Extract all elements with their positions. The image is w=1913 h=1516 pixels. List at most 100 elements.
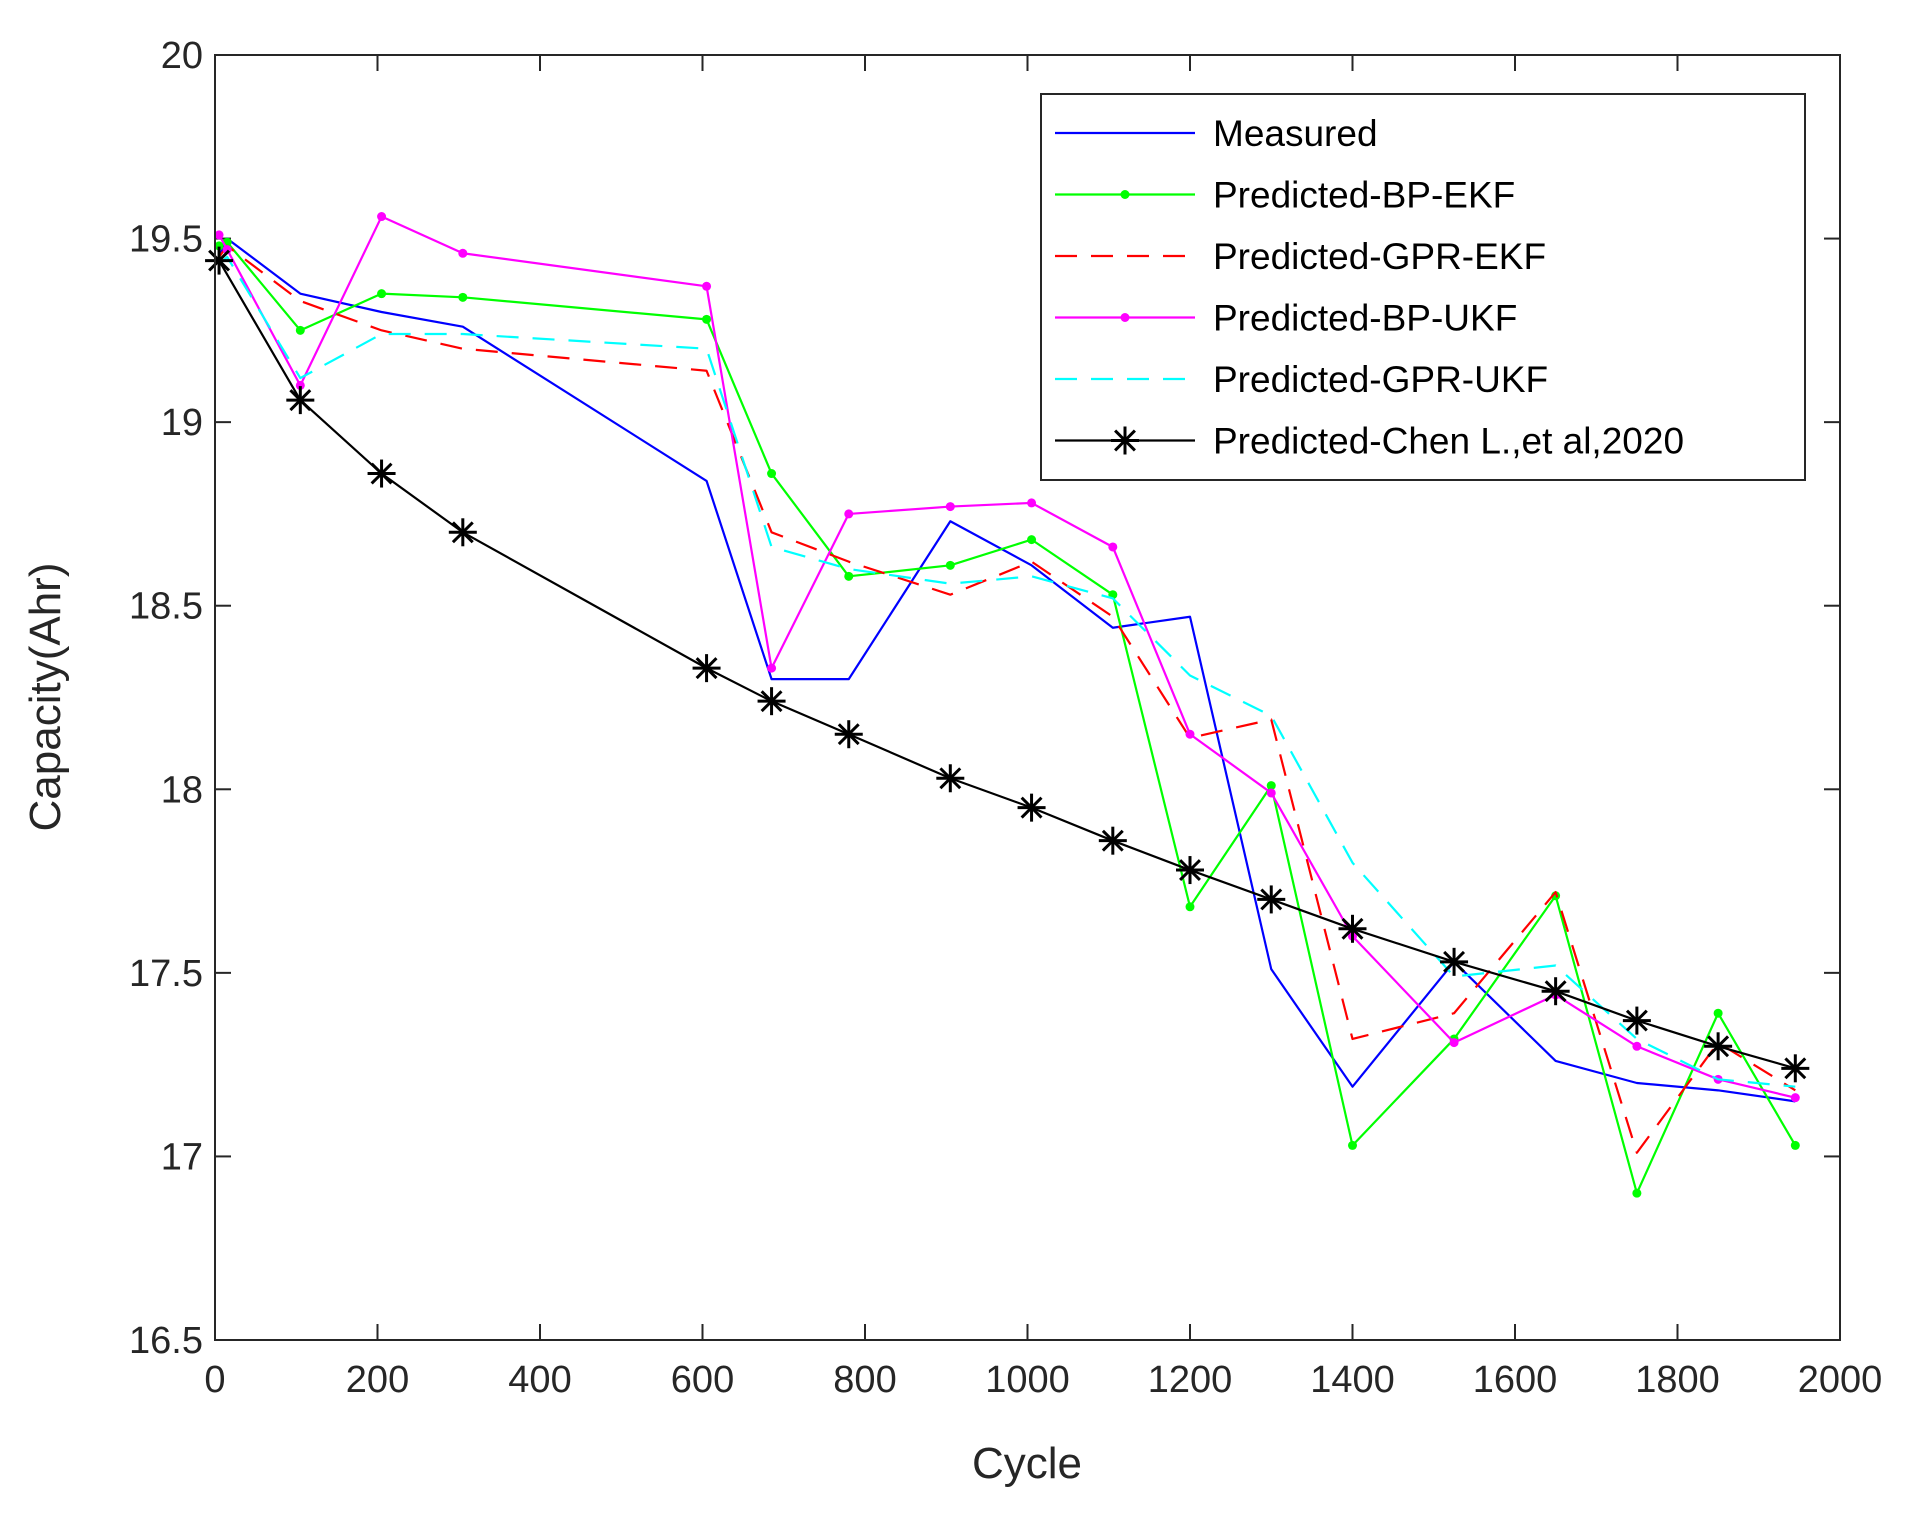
series-6-point	[367, 459, 396, 488]
star-stroke	[1260, 888, 1283, 911]
series-6-point	[1017, 793, 1046, 822]
star-stroke	[695, 657, 718, 680]
y-tick-label: 20	[161, 35, 203, 77]
series-4-point	[1027, 498, 1037, 508]
star-stroke	[1544, 980, 1567, 1003]
x-tick-label: 200	[346, 1359, 409, 1401]
star-stroke	[939, 767, 962, 790]
series-3-group	[218, 244, 1796, 1154]
star-stroke	[1707, 1035, 1730, 1058]
series-6-point	[1622, 1006, 1651, 1035]
series-6-line	[218, 260, 1796, 1070]
x-tick-label: 1000	[985, 1359, 1070, 1401]
series-6-point	[1781, 1054, 1810, 1083]
series-6-point	[1257, 885, 1286, 914]
series-2-point	[702, 314, 712, 324]
y-tick-label: 19.5	[129, 219, 203, 261]
star-stroke	[1784, 1057, 1807, 1080]
series-6-point	[1176, 856, 1204, 885]
x-tick-label: 1200	[1148, 1359, 1233, 1401]
star-stroke	[1625, 1009, 1648, 1032]
series-4-point	[1632, 1041, 1642, 1051]
series-4-point	[1108, 542, 1118, 552]
series-2-point	[1790, 1140, 1800, 1150]
legend-label: Predicted-BP-UKF	[1213, 298, 1517, 339]
legend-item-3: Predicted-GPR-EKF	[1055, 236, 1546, 277]
x-tick-label: 1600	[1473, 1359, 1558, 1401]
star-stroke	[451, 521, 474, 544]
series-group	[205, 212, 1810, 1198]
series-6-point	[1440, 947, 1469, 976]
ticks-group	[214, 54, 1841, 1341]
series-6-point	[205, 246, 234, 275]
series-4-point	[767, 663, 777, 673]
star-stroke	[370, 462, 393, 485]
legend-item-5: Predicted-GPR-UKF	[1055, 359, 1548, 400]
star-stroke	[837, 723, 860, 746]
x-tick-label: 600	[671, 1359, 734, 1401]
series-2-point	[1185, 902, 1195, 912]
legend-item-6: Predicted-Chen L.,et al,2020	[1055, 421, 1684, 462]
series-6-point	[757, 687, 786, 716]
x-tick-label: 800	[833, 1359, 896, 1401]
star-stroke	[208, 249, 231, 272]
series-4-point	[1266, 788, 1276, 798]
star-stroke	[760, 690, 783, 713]
y-tick-label: 18.5	[129, 586, 203, 628]
y-tick-label: 17.5	[129, 953, 203, 995]
legend-marker	[1120, 190, 1130, 199]
series-6-point	[286, 386, 315, 415]
series-4-point	[702, 281, 712, 291]
series-5-group	[218, 255, 1796, 1088]
y-axis-label: Capacity(Ahr)	[21, 563, 70, 832]
axes-box	[214, 54, 1841, 1341]
series-1-line	[218, 237, 1796, 1103]
star-stroke	[1179, 859, 1201, 882]
star-stroke	[1341, 917, 1364, 940]
series-4-point	[1449, 1038, 1459, 1048]
legend-marker	[1111, 426, 1139, 455]
x-tick-label: 0	[204, 1359, 225, 1401]
star-stroke	[1020, 796, 1043, 819]
x-tick-label: 2000	[1798, 1359, 1883, 1401]
series-6-point	[448, 518, 477, 547]
x-axis-label: Cycle	[972, 1439, 1082, 1488]
star-stroke	[1443, 950, 1466, 973]
series-2-point	[458, 292, 468, 302]
series-4-point	[377, 212, 387, 222]
series-2-point	[767, 469, 777, 479]
legend-box	[1040, 93, 1806, 481]
series-2-point	[1348, 1140, 1357, 1150]
series-4-point	[945, 502, 955, 512]
x-tick-label: 1400	[1310, 1359, 1395, 1401]
series-2-point	[214, 241, 224, 251]
series-4-point	[214, 230, 224, 240]
legend-label: Predicted-BP-EKF	[1213, 175, 1515, 216]
star-stroke	[1101, 829, 1124, 852]
series-1-group	[218, 237, 1796, 1103]
series-2-point	[1266, 781, 1276, 791]
legend-label: Predicted-GPR-UKF	[1213, 359, 1548, 400]
legend-item-1: Measured	[1055, 113, 1378, 154]
y-tick-label: 18	[161, 769, 203, 811]
y-tick-label: 16.5	[129, 1320, 203, 1362]
legend-label: Predicted-GPR-EKF	[1213, 236, 1546, 277]
series-6-point	[834, 720, 863, 749]
legend-item-2: Predicted-BP-EKF	[1055, 175, 1515, 216]
legend-item-4: Predicted-BP-UKF	[1055, 298, 1517, 339]
series-6-point	[1704, 1032, 1733, 1061]
series-2-point	[295, 325, 305, 335]
series-2-point	[1713, 1008, 1723, 1018]
series-3-line	[218, 244, 1796, 1154]
x-tick-label: 1800	[1635, 1359, 1720, 1401]
series-2-point	[1027, 535, 1037, 545]
legend-marker	[1120, 313, 1130, 322]
series-6-point	[692, 654, 721, 683]
series-2-point	[377, 289, 387, 299]
series-5-line	[218, 255, 1796, 1088]
legend-label: Measured	[1213, 113, 1378, 154]
tick-labels-group: 0 200 400 600 800 1000 1200 1400 1600 1800 2000 16.…	[129, 35, 1882, 1401]
x-tick-label: 400	[508, 1359, 571, 1401]
series-4-point	[295, 380, 305, 390]
